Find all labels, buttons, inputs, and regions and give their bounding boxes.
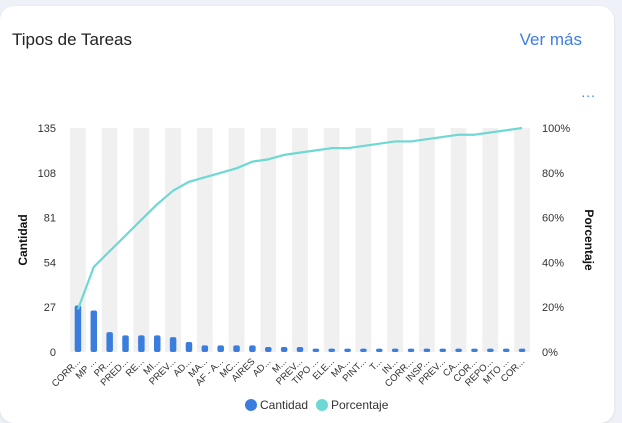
grid-band <box>196 128 213 352</box>
bar <box>296 347 304 352</box>
y2-tick-label: 20% <box>542 302 564 314</box>
grid-band <box>133 128 150 352</box>
grid-band <box>165 128 182 352</box>
y-tick-label: 81 <box>44 213 56 225</box>
grid-band <box>292 128 308 352</box>
y2-tick-label: 40% <box>542 257 564 269</box>
grid-band <box>450 128 467 352</box>
bar <box>265 347 272 352</box>
bar <box>344 348 351 352</box>
legend-label-porcentaje: Porcentaje <box>331 398 389 412</box>
y-axis-title: Cantidad <box>16 214 30 265</box>
bar <box>518 348 526 352</box>
bar <box>233 345 240 352</box>
grid-band <box>307 128 324 352</box>
bar <box>376 348 383 352</box>
grid-band <box>403 128 419 352</box>
bar <box>153 335 161 352</box>
y-tick-label: 0 <box>50 347 56 359</box>
bar <box>502 348 510 352</box>
bar <box>122 335 129 352</box>
bar <box>169 337 177 352</box>
grid-band <box>212 128 229 352</box>
bar <box>423 348 431 352</box>
grid-band <box>355 128 372 352</box>
bar <box>280 347 288 352</box>
grid-band <box>339 128 356 352</box>
grid-band <box>466 128 483 352</box>
y-tick-label: 108 <box>38 168 56 180</box>
grid-band <box>371 128 388 352</box>
y2-tick-label: 60% <box>542 213 564 225</box>
grid-band <box>498 128 515 352</box>
ver-mas-link[interactable]: Ver más <box>519 30 582 49</box>
grid-band <box>418 128 435 352</box>
grid-band <box>276 128 293 352</box>
percentage-line <box>76 126 523 310</box>
legend-swatch-porcentaje <box>316 399 328 411</box>
bar <box>471 348 478 352</box>
y-tick-label: 54 <box>44 257 56 269</box>
y2-axis-title: Porcentaje <box>582 209 596 271</box>
grid-band <box>260 128 277 352</box>
bar <box>106 332 113 352</box>
grid-band <box>482 128 499 352</box>
grid-band <box>117 128 134 352</box>
card-title: Tipos de Tareas <box>12 30 133 49</box>
grid-band <box>244 128 261 352</box>
bar <box>328 348 335 352</box>
grid-band <box>85 128 102 352</box>
more-options-icon[interactable]: ... <box>581 84 596 100</box>
grid-band <box>387 128 404 352</box>
bar <box>455 348 462 352</box>
grid-band <box>514 128 530 352</box>
grid-band <box>101 128 118 352</box>
y-tick-label: 135 <box>38 123 56 135</box>
bar <box>360 348 367 352</box>
bar <box>407 348 415 352</box>
bar <box>249 345 256 352</box>
bar <box>185 342 193 352</box>
bar <box>487 348 494 352</box>
legend: Cantidad Porcentaje <box>245 398 389 412</box>
y2-tick-label: 0% <box>542 347 558 359</box>
bar <box>90 310 98 352</box>
grid-band <box>434 128 451 352</box>
bar <box>391 348 399 352</box>
legend-label-cantidad: Cantidad <box>260 398 308 412</box>
bar <box>312 348 320 352</box>
y2-tick-label: 80% <box>542 168 564 180</box>
grid-band <box>323 128 340 352</box>
y-tick-label: 27 <box>44 302 56 314</box>
grid-band <box>181 128 197 352</box>
bar <box>201 345 209 352</box>
legend-swatch-cantidad <box>245 399 257 411</box>
grid-band <box>228 128 245 352</box>
bar <box>74 305 82 352</box>
y2-tick-label: 100% <box>542 123 570 135</box>
grid-band <box>149 128 166 352</box>
bar <box>217 345 224 352</box>
bar <box>439 348 447 352</box>
bar <box>138 335 145 352</box>
